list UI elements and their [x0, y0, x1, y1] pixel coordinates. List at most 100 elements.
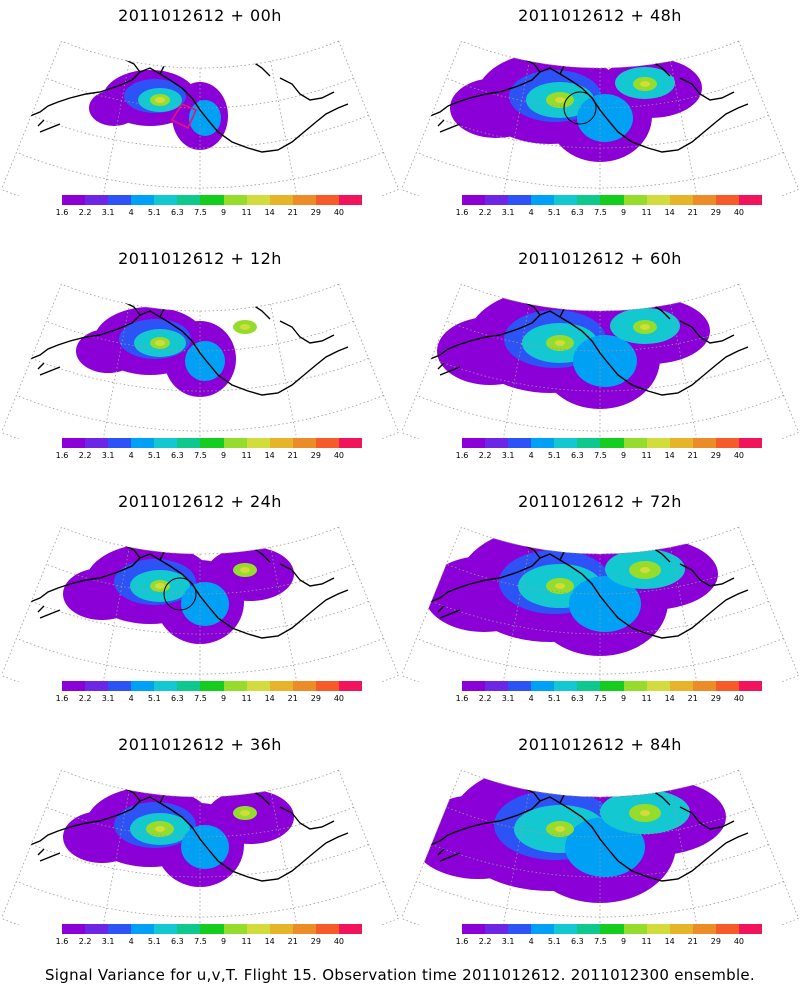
colorbar-swatch: [531, 924, 555, 934]
variance-peak: [555, 340, 565, 346]
variance-peak: [555, 583, 565, 589]
colorbar-swatch: [577, 924, 601, 934]
longitude-line: [270, 790, 298, 925]
latitude-line: [46, 563, 354, 595]
variance-peak: [155, 97, 165, 103]
colorbar-swatch: [646, 195, 670, 205]
colorbar-tick-label: 6.3: [571, 208, 584, 217]
colorbar-swatch: [600, 438, 624, 448]
colorbar-tick-label: 5.1: [547, 451, 561, 460]
variance-field: [89, 70, 228, 150]
colorbar-tick-label: 7.5: [594, 937, 607, 946]
colorbar-tick-label: 7.5: [194, 694, 207, 703]
colorbar-swatch: [154, 195, 178, 205]
colorbar: [62, 195, 363, 205]
variance-peak: [640, 81, 650, 87]
colorbar-tick-label: 6.3: [171, 694, 184, 703]
colorbar-tick-label: 4: [528, 451, 534, 460]
colorbar-swatch: [131, 681, 155, 691]
colorbar-swatch: [108, 438, 132, 448]
colorbar-tick-label: 2.2: [78, 451, 92, 460]
colorbar-ticks: 1.6 2.2 3.1 4 5.1 6.3 7.5 9 11 14 21 29 40: [456, 694, 762, 704]
colorbar-swatch: [692, 924, 716, 934]
colorbar-swatch: [531, 438, 555, 448]
latitude-line: [446, 806, 754, 838]
longitude-line: [738, 40, 799, 190]
map-panel: 2011012612 + 36h 1.6 2.2 3.1 4 5.1 6.3 7.5 9 11 14…: [0, 729, 400, 972]
map-panel: 2011012612 + 72h 1.6 2.2 3.1 4 5.1 6.3 7.5 9 11 14…: [400, 486, 800, 729]
colorbar-swatch: [715, 195, 739, 205]
colorbar-tick-label: 4: [128, 937, 134, 946]
variance-field: [450, 52, 702, 162]
colorbar-swatch: [154, 924, 178, 934]
longitude-line: [670, 304, 698, 439]
colorbar-swatch: [508, 681, 532, 691]
latitude-line: [31, 357, 369, 392]
latitude-line: [46, 320, 354, 352]
map-plot: [401, 283, 799, 439]
colorbar-swatch: [600, 924, 624, 934]
colorbar-tick-label: 40: [733, 694, 745, 703]
colorbar-swatch: [692, 681, 716, 691]
latitude-line: [31, 114, 369, 149]
colorbar-swatch: [269, 924, 293, 934]
map-panel: 2011012612 + 00h 1.6 2.2 3.1 4 5.1 6.3 7.5 9 11 14…: [0, 0, 400, 243]
colorbar-swatch: [85, 681, 109, 691]
map-plot: [401, 769, 799, 925]
colorbar-swatch: [554, 924, 578, 934]
colorbar-tick-label: 14: [264, 937, 275, 946]
colorbar-tick-label: 4: [128, 208, 134, 217]
colorbar-tick-label: 3.1: [101, 694, 115, 703]
longitude-line: [738, 769, 799, 919]
colorbar-tick-label: 11: [641, 451, 652, 460]
map-plot: [1, 769, 399, 925]
variance-band: [569, 576, 641, 632]
colorbar-tick-label: 7.5: [594, 451, 607, 460]
colorbar-tick-label: 21: [687, 694, 698, 703]
colorbar-tick-label: 21: [287, 451, 298, 460]
colorbar-swatch: [177, 924, 201, 934]
colorbar-tick-label: 3.1: [501, 937, 515, 946]
panel-title: 2011012612 + 24h: [118, 492, 282, 511]
colorbar-swatch: [623, 438, 647, 448]
colorbar-tick-label: 14: [264, 451, 275, 460]
colorbar-tick-label: 14: [264, 208, 275, 217]
colorbar-tick-label: 5.1: [147, 694, 161, 703]
observation-ring: [163, 577, 197, 611]
colorbar-tick-label: 9: [220, 451, 227, 460]
latitude-line: [416, 880, 784, 918]
colorbar-tick-label: 2.2: [478, 208, 492, 217]
colorbar-tick-label: 4: [528, 937, 534, 946]
colorbar-tick-label: 9: [620, 694, 627, 703]
longitude-line: [270, 304, 298, 439]
colorbar-tick-label: 7.5: [194, 937, 207, 946]
colorbar-swatch: [669, 438, 693, 448]
colorbar-swatch: [623, 195, 647, 205]
colorbar-swatch: [108, 681, 132, 691]
colorbar-swatch: [462, 924, 486, 934]
longitude-line: [338, 769, 399, 919]
colorbar-swatch: [554, 438, 578, 448]
longitude-line: [502, 61, 530, 196]
colorbar-swatch: [692, 195, 716, 205]
longitude-line: [102, 790, 130, 925]
variance-band: [573, 335, 637, 387]
colorbar: [462, 195, 763, 205]
latitude-line: [46, 77, 354, 109]
observation-ring: [563, 91, 597, 125]
colorbar-tick-label: 29: [710, 451, 721, 460]
panel-title: 2011012612 + 72h: [518, 492, 682, 511]
latitude-line: [416, 637, 784, 675]
colorbar-swatch: [692, 438, 716, 448]
colorbar-swatch: [623, 924, 647, 934]
map-panel: 2011012612 + 24h 1.6 2.2 3.1 4 5.1 6.3 7.5 9 11 14…: [0, 486, 400, 729]
latitude-line: [446, 320, 754, 352]
colorbar-tick-label: 40: [333, 208, 345, 217]
colorbar-tick-label: 40: [733, 937, 745, 946]
colorbar-ticks: 1.6 2.2 3.1 4 5.1 6.3 7.5 9 11 14 21 29 40: [456, 451, 762, 461]
colorbar-swatch: [508, 195, 532, 205]
colorbar-tick-label: 4: [528, 694, 534, 703]
colorbar-tick-label: 4: [128, 451, 134, 460]
figure-caption: Signal Variance for u,v,T. Flight 15. Ob…: [44, 966, 756, 984]
variance-peak: [240, 324, 250, 330]
